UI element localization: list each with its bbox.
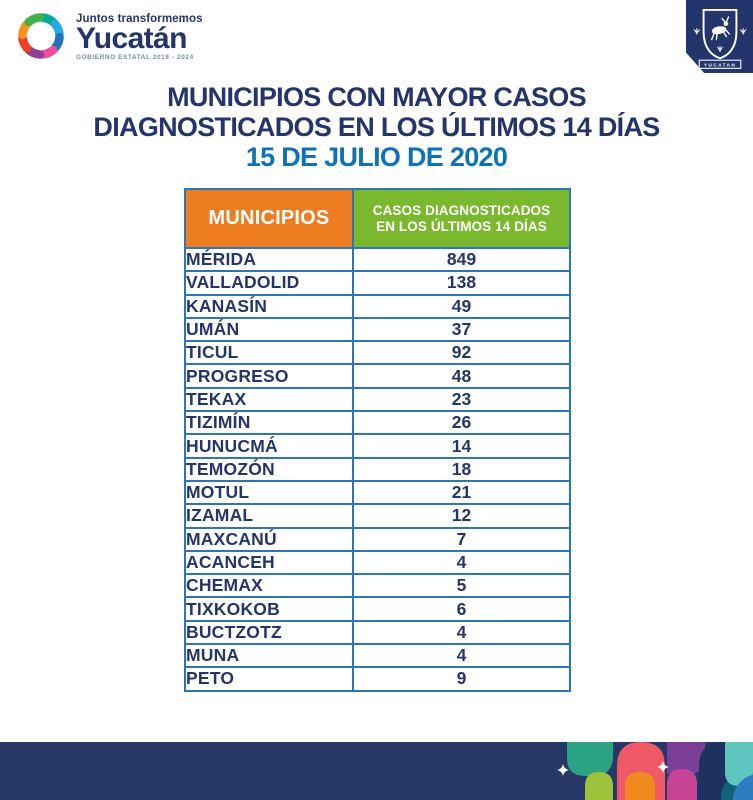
table-row: TEMOZÓN 18 (184, 456, 571, 482)
column-header-casos-line1: CASOS DIAGNOSTICADOS (372, 203, 551, 218)
table-row: PETO 9 (184, 666, 571, 692)
casos-cell: 23 (352, 386, 571, 413)
column-header-casos-line2: EN LOS ÚLTIMOS 14 DÍAS (376, 218, 547, 234)
municipio-cell: KANASÍN (184, 293, 354, 319)
table-row: TIXKOKOB 6 (184, 596, 571, 622)
footer-pattern-decoration-icon (557, 742, 753, 800)
yucatan-circle-logo-icon (18, 13, 64, 59)
table-row: MUNA 4 (184, 643, 571, 669)
brand-name: Yucatán (76, 22, 187, 55)
brand-tagline: Juntos transformemos (76, 13, 203, 25)
municipio-cell: IZAMAL (184, 503, 354, 529)
casos-cell: 21 (352, 479, 571, 506)
page-title: MUNICIPIOS CON MAYOR CASOS DIAGNOSTICADO… (0, 82, 753, 172)
table-row: BUCTZOTZ 4 (184, 619, 571, 646)
casos-cell: 18 (352, 456, 571, 482)
government-brand: Juntos transformemos Yucatán GOBIERNO ES… (13, 8, 203, 64)
brand-subtitle: GOBIERNO ESTATAL 2018 - 2024 (76, 54, 194, 61)
municipio-cell: TEMOZÓN (184, 456, 354, 482)
title-line-1: MUNICIPIOS CON MAYOR CASOS (167, 82, 587, 112)
table-row: CHEMAX 5 (184, 573, 571, 599)
municipio-cell: UMÁN (184, 316, 354, 343)
casos-cell: 9 (352, 666, 571, 692)
casos-cell: 849 (352, 246, 571, 273)
municipio-cell: BUCTZOTZ (184, 619, 354, 646)
municipio-cell: PROGRESO (184, 363, 354, 389)
table-row: ACANCEH 4 (184, 549, 571, 576)
casos-cell: 48 (352, 363, 571, 389)
casos-cell: 26 (352, 410, 571, 436)
casos-cell: 138 (352, 270, 571, 296)
table-body: MÉRIDA 849 VALLADOLID 138 KANASÍN 49 UMÁ… (184, 246, 571, 692)
casos-cell: 49 (352, 293, 571, 319)
municipio-cell: HUNUCMÁ (184, 433, 354, 459)
table-row: TEKAX 23 (184, 386, 571, 413)
municipio-cell: TEKAX (184, 386, 354, 413)
table-row: VALLADOLID 138 (184, 270, 571, 296)
casos-cell: 7 (352, 526, 571, 552)
table-row: TIZIMÍN 26 (184, 410, 571, 436)
footer-bar (0, 742, 753, 800)
table-row: PROGRESO 48 (184, 363, 571, 389)
municipio-cell: MOTUL (184, 479, 354, 506)
municipio-cell: CHEMAX (184, 573, 354, 599)
table-row: UMÁN 37 (184, 316, 571, 343)
table-row: MAXCANÚ 7 (184, 526, 571, 552)
municipio-cell: TIZIMÍN (184, 410, 354, 436)
yucatan-crest-badge: YUCATAN (686, 0, 753, 73)
casos-cell: 5 (352, 573, 571, 599)
casos-cell: 92 (352, 340, 571, 366)
casos-cell: 4 (352, 643, 571, 669)
casos-cell: 6 (352, 596, 571, 622)
casos-cell: 4 (352, 619, 571, 646)
brand-text: Juntos transformemos Yucatán GOBIERNO ES… (76, 8, 203, 64)
municipio-cell: TIXKOKOB (184, 596, 354, 622)
column-header-municipios: MUNICIPIOS (184, 188, 354, 249)
municipio-cell: MÉRIDA (184, 246, 354, 273)
municipio-cell: MAXCANÚ (184, 526, 354, 552)
table-row: TICUL 92 (184, 340, 571, 366)
municipio-cell: TICUL (184, 340, 354, 366)
casos-cell: 12 (352, 503, 571, 529)
municipio-cell: ACANCEH (184, 549, 354, 576)
deer-silhouette (710, 16, 730, 41)
shield-deer-icon: YUCATAN (693, 8, 746, 69)
crest-label: YUCATAN (703, 63, 735, 69)
casos-cell: 37 (352, 316, 571, 343)
table-row: IZAMAL 12 (184, 503, 571, 529)
table-row: MÉRIDA 849 (184, 246, 571, 273)
cases-table: MUNICIPIOS CASOS DIAGNOSTICADOS EN LOS Ú… (184, 188, 571, 692)
title-date: 15 DE JULIO DE 2020 (245, 142, 508, 172)
municipio-cell: VALLADOLID (184, 270, 354, 296)
title-line-2: DIAGNOSTICADOS EN LOS ÚLTIMOS 14 DÍAS (93, 112, 660, 142)
column-header-casos: CASOS DIAGNOSTICADOS EN LOS ÚLTIMOS 14 D… (352, 188, 571, 249)
municipio-cell: PETO (184, 666, 354, 692)
table-row: KANASÍN 49 (184, 293, 571, 319)
table-row: MOTUL 21 (184, 479, 571, 506)
table-header-row: MUNICIPIOS CASOS DIAGNOSTICADOS EN LOS Ú… (184, 188, 571, 249)
table-row: HUNUCMÁ 14 (184, 433, 571, 459)
casos-cell: 4 (352, 549, 571, 576)
municipio-cell: MUNA (184, 643, 354, 669)
casos-cell: 14 (352, 433, 571, 459)
